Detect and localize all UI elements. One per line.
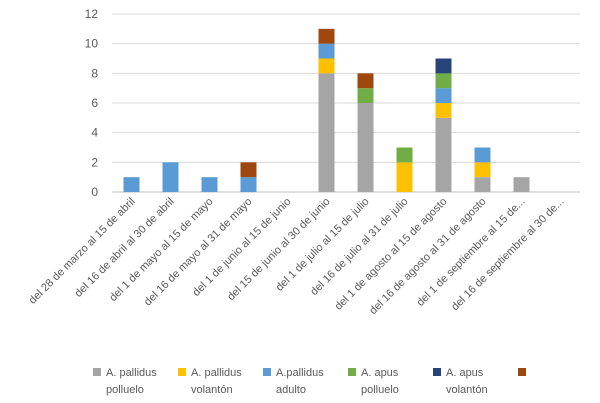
bar-segment: [240, 177, 257, 192]
bar-segment: [474, 162, 491, 178]
legend-label: A. pallidus: [106, 367, 157, 379]
bar-segment: [435, 58, 452, 74]
bar-segment: [318, 43, 335, 59]
y-tick-label: 10: [85, 37, 99, 51]
legend-label: A. apus: [446, 367, 484, 379]
y-tick-label: 2: [91, 155, 98, 169]
bar-segment: [240, 162, 257, 178]
bar-segment: [318, 73, 335, 192]
bar-segment: [357, 103, 374, 192]
bar-segment: [435, 117, 452, 192]
bar-segment: [396, 147, 413, 163]
y-axis: 0 2 4 6 8 10 12: [85, 7, 99, 199]
y-tick-label: 6: [91, 96, 98, 110]
y-tick-label: 12: [85, 7, 99, 21]
bar-segment: [357, 73, 374, 89]
y-tick-label: 8: [91, 66, 98, 80]
legend-swatch: [518, 368, 526, 376]
bars: [123, 28, 530, 192]
legend-label: volantón: [191, 384, 233, 396]
legend-label: A.pallidus: [276, 367, 324, 379]
bar-segment: [201, 177, 218, 192]
legend-label: A. apus: [361, 367, 399, 379]
bar-segment: [474, 177, 491, 192]
legend-swatch: [93, 368, 101, 376]
bar-segment: [435, 103, 452, 118]
legend-swatch: [348, 368, 356, 376]
bar-segment: [162, 162, 179, 192]
legend-label: volantón: [446, 384, 488, 396]
bar-segment: [318, 28, 335, 44]
legend-label: adulto: [276, 384, 306, 396]
bar-segment: [396, 162, 413, 192]
bar-segment: [435, 88, 452, 103]
gridlines: [112, 13, 580, 193]
legend-label: polluelo: [361, 384, 399, 396]
legend-label: A. pallidus: [191, 367, 242, 379]
bar-segment: [318, 58, 335, 74]
legend: A. pallidus polluelo A. pallidus volantón A.…: [93, 367, 526, 396]
legend-label: polluelo: [106, 384, 144, 396]
bar-segment: [513, 177, 530, 192]
legend-swatch: [263, 368, 271, 376]
legend-swatch: [433, 368, 441, 376]
bar-segment: [435, 73, 452, 89]
bar-segment: [123, 177, 140, 192]
bar-segment: [357, 88, 374, 103]
y-tick-label: 0: [91, 185, 98, 199]
legend-swatch: [178, 368, 186, 376]
y-tick-label: 4: [91, 126, 98, 140]
bar-segment: [474, 147, 491, 163]
